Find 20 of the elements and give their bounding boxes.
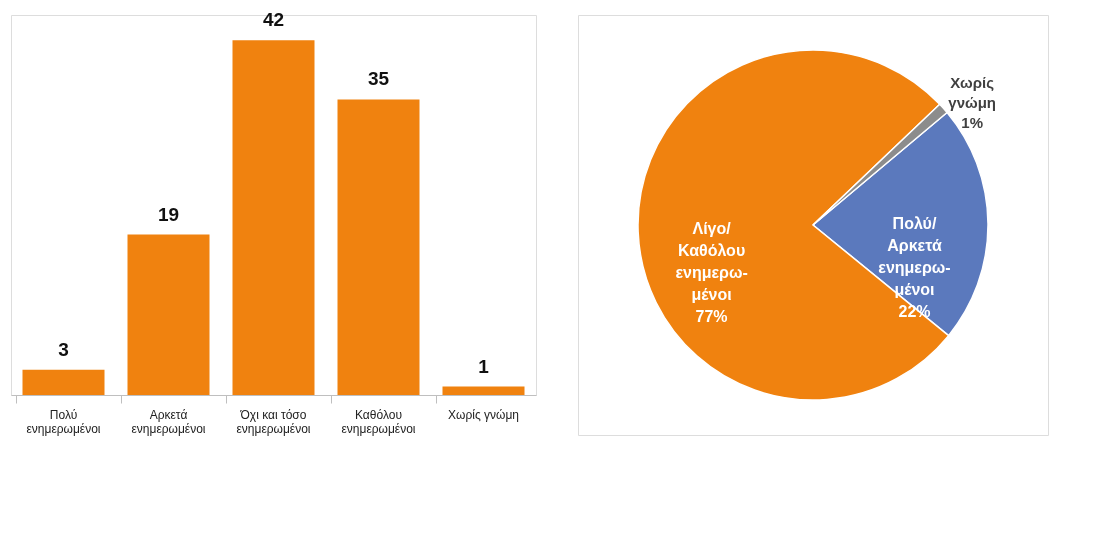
x-tick-label: Πολύ ενημερωμένοι (26, 407, 101, 436)
slice-label: Πολύ/ Αρκετά ενημερω-μένοι (878, 215, 951, 299)
data-label: 77% (695, 307, 728, 325)
slice-label: Χωρίς γνώμη (948, 73, 997, 111)
bar (442, 386, 525, 395)
bar (22, 369, 105, 395)
data-label: 3 (58, 338, 69, 360)
x-tick-label: Καθόλου ενημερωμένοι (341, 407, 416, 436)
data-label: 1% (961, 113, 983, 131)
bar (232, 40, 315, 395)
data-label: 19 (157, 203, 180, 225)
bar (127, 234, 210, 395)
x-tick-label: Χωρίς γνώμη (448, 407, 519, 422)
data-label: 42 (262, 9, 285, 31)
slice-label: Λίγο/ Καθόλου ενημερω-μένοι (675, 219, 748, 303)
bar (337, 99, 420, 395)
x-tick-label: Όχι και τόσο ενημερωμένοι (236, 407, 311, 436)
x-tick-label: Αρκετά ενημερωμένοι (131, 407, 206, 436)
data-label: 1 (478, 355, 490, 377)
data-label: 35 (367, 68, 390, 90)
